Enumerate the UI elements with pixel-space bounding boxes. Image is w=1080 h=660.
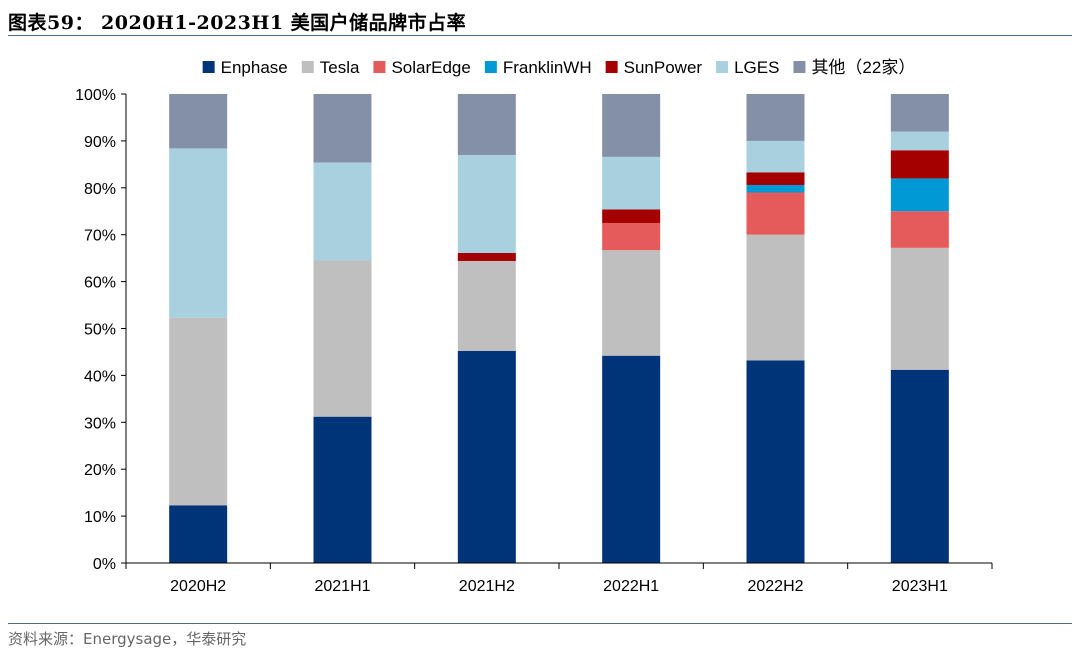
- legend-item: FranklinWH: [484, 58, 592, 77]
- bar-segment: [890, 369, 949, 563]
- bar-segment: [746, 184, 805, 193]
- legend-label: 其他（22家）: [811, 58, 915, 77]
- bar-segment: [169, 317, 228, 506]
- legend-label: SolarEdge: [391, 58, 470, 77]
- x-tick-label: 2022H2: [747, 578, 803, 595]
- bar-segment: [890, 247, 949, 370]
- bar-segment: [602, 250, 661, 356]
- bar-segment: [890, 131, 949, 151]
- legend-label: FranklinWH: [503, 58, 592, 77]
- legend-item: 其他（22家）: [793, 58, 915, 77]
- bar-segment: [602, 209, 661, 223]
- y-tick-label: 60%: [84, 275, 116, 292]
- source-note: 资料来源：Energysage，华泰研究: [8, 630, 247, 648]
- bar-segment: [746, 172, 805, 185]
- legend-item: SunPower: [605, 58, 703, 77]
- x-tick-label: 2023H1: [892, 578, 948, 595]
- bar-segment: [313, 260, 372, 417]
- bar-segment: [746, 140, 805, 173]
- x-tick-label: 2021H1: [314, 578, 370, 595]
- legend-swatch: [301, 61, 314, 73]
- chart-bars: [169, 94, 949, 563]
- legend-swatch: [484, 61, 497, 73]
- y-tick-label: 50%: [84, 322, 116, 339]
- bar-segment: [602, 355, 661, 563]
- legend-label: SunPower: [624, 58, 703, 77]
- bar-segment: [890, 94, 949, 132]
- bar-segment: [890, 178, 949, 212]
- bar-segment: [313, 416, 372, 563]
- y-tick-label: 80%: [84, 181, 116, 198]
- bar-segment: [169, 94, 228, 149]
- bar-segment: [313, 94, 372, 163]
- legend-swatch: [202, 61, 215, 73]
- legend-item: LGES: [716, 58, 779, 77]
- bar-segment: [746, 234, 805, 361]
- bar-segment: [746, 94, 805, 141]
- bar-segment: [602, 222, 661, 251]
- bar-segment: [890, 150, 949, 179]
- y-tick-label: 70%: [84, 228, 116, 245]
- y-tick-label: 40%: [84, 368, 116, 385]
- bar-segment: [890, 211, 949, 248]
- legend-item: Enphase: [202, 58, 288, 77]
- bar-segment: [746, 192, 805, 235]
- legend-swatch: [605, 61, 618, 73]
- bar-segment: [313, 162, 372, 261]
- bar-segment: [746, 360, 805, 563]
- legend-label: LGES: [734, 58, 779, 77]
- chart-axes: 0% 10% 20% 30% 40% 50% 60% 70% 80% 90% 100% 2020H2 2…: [75, 87, 993, 595]
- bar-segment: [169, 505, 228, 563]
- bar-segment: [457, 252, 516, 261]
- x-tick-label: 2021H2: [459, 578, 515, 595]
- y-tick-label: 20%: [84, 462, 116, 479]
- legend-label: Enphase: [221, 58, 288, 77]
- bar-segment: [457, 94, 516, 155]
- legend-item: Tesla: [301, 58, 360, 77]
- bar-segment: [602, 156, 661, 210]
- legend-swatch: [793, 61, 806, 73]
- chart-legend: Enphase Tesla SolarEdge FranklinWH SunPower L…: [202, 58, 915, 77]
- y-tick-label: 30%: [84, 415, 116, 432]
- bar-segment: [169, 148, 228, 318]
- y-tick-label: 0%: [93, 556, 116, 573]
- figure-title: 图表59： 2020H1-2023H1 美国户储品牌市占率: [8, 12, 467, 34]
- x-tick-label: 2022H1: [603, 578, 659, 595]
- bar-segment: [602, 94, 661, 157]
- footer-divider: [8, 623, 1072, 624]
- y-tick-label: 10%: [84, 509, 116, 526]
- stacked-bar-chart: Enphase Tesla SolarEdge FranklinWH SunPower L…: [75, 58, 993, 595]
- title-divider: [8, 35, 1072, 36]
- legend-swatch: [373, 61, 386, 73]
- bar-segment: [457, 351, 516, 563]
- legend-swatch: [716, 61, 729, 73]
- bar-segment: [457, 260, 516, 352]
- y-tick-label: 100%: [75, 87, 116, 104]
- bar-segment: [457, 154, 516, 253]
- y-tick-label: 90%: [84, 134, 116, 151]
- x-tick-label: 2020H2: [170, 578, 226, 595]
- legend-label: Tesla: [320, 58, 360, 77]
- legend-item: SolarEdge: [373, 58, 471, 77]
